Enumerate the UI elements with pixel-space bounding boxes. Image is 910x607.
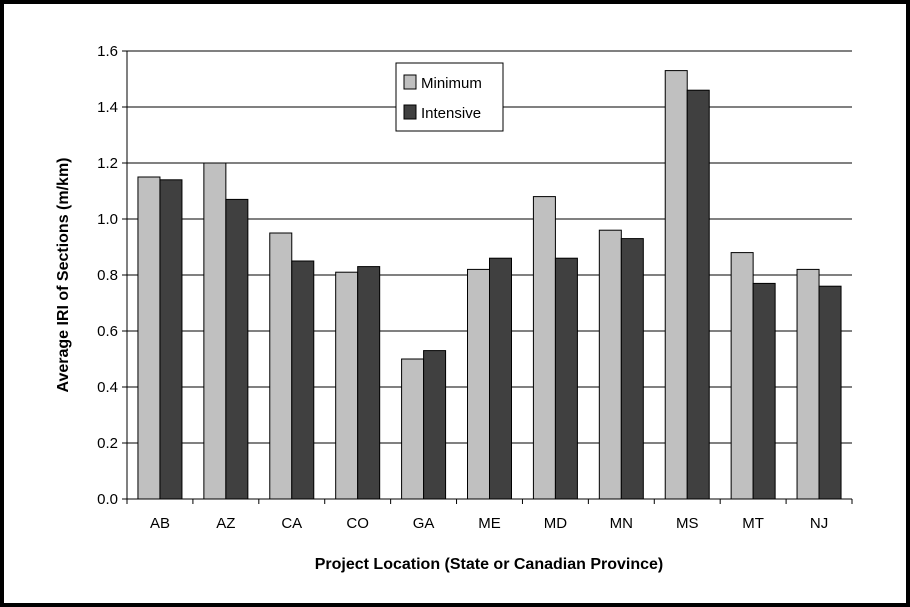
legend-swatch-intensive: [403, 104, 417, 120]
bar-intensive-mt: [752, 282, 776, 500]
bar-minimum-ab: [137, 176, 161, 500]
x-tick-label: CA: [281, 515, 302, 532]
bar-intensive-ab: [159, 179, 183, 500]
x-tick-label: MT: [742, 515, 764, 532]
bar-intensive-md: [554, 257, 578, 500]
x-tick-label: ME: [478, 515, 501, 532]
bar-intensive-az: [225, 198, 249, 500]
y-tick-label: 0.6: [97, 323, 118, 340]
y-tick-label: 0.0: [97, 491, 118, 508]
y-tick-label: 0.2: [97, 435, 118, 452]
y-axis-title: Average IRI of Sections (m/km): [55, 157, 72, 392]
bars: [137, 70, 842, 500]
legend-label-minimum: Minimum: [421, 75, 482, 92]
axes: 0.0 0.2 0.4 0.6 0.8 1.0 1.2 1.4 1.6 AB AZ CA CO GA ME M…: [97, 43, 853, 532]
x-tick-label: MS: [676, 515, 699, 532]
x-tick-label: AB: [150, 515, 170, 532]
bar-intensive-co: [357, 266, 381, 500]
legend: Minimum Intensive: [395, 62, 504, 132]
bar-minimum-nj: [796, 268, 820, 500]
x-tick-label: AZ: [216, 515, 235, 532]
x-tick-label: GA: [413, 515, 435, 532]
bar-minimum-me: [467, 268, 490, 500]
bar-minimum-mt: [730, 252, 754, 500]
bar-minimum-md: [532, 196, 556, 500]
y-tick-label: 0.8: [97, 267, 118, 284]
bar-minimum-mn: [598, 229, 622, 500]
y-tick-label: 0.4: [97, 379, 118, 396]
bar-minimum-ms: [664, 70, 688, 500]
x-tick-label: CO: [346, 515, 369, 532]
bar-intensive-ga: [423, 350, 447, 500]
legend-box: [395, 62, 504, 132]
bar-minimum-ga: [401, 358, 425, 500]
y-tick-label: 1.4: [97, 99, 118, 116]
x-tick-label: MN: [610, 515, 633, 532]
y-tick-label: 1.0: [97, 211, 118, 228]
bar-intensive-nj: [818, 285, 842, 500]
x-axis-title: Project Location (State or Canadian Prov…: [315, 556, 664, 573]
bar-minimum-co: [335, 271, 359, 500]
legend-swatch-minimum: [403, 74, 417, 90]
legend-label-intensive: Intensive: [421, 105, 481, 122]
x-tick-label: NJ: [810, 515, 828, 532]
bar-intensive-me: [489, 257, 512, 500]
bar-intensive-ca: [291, 260, 315, 500]
y-tick-label: 1.2: [97, 155, 118, 172]
bar-intensive-mn: [620, 238, 644, 500]
y-tick-label: 1.6: [97, 43, 118, 60]
bar-minimum-az: [203, 162, 227, 500]
bar-minimum-ca: [269, 232, 293, 500]
x-tick-label: MD: [544, 515, 567, 532]
bar-intensive-ms: [686, 89, 710, 500]
